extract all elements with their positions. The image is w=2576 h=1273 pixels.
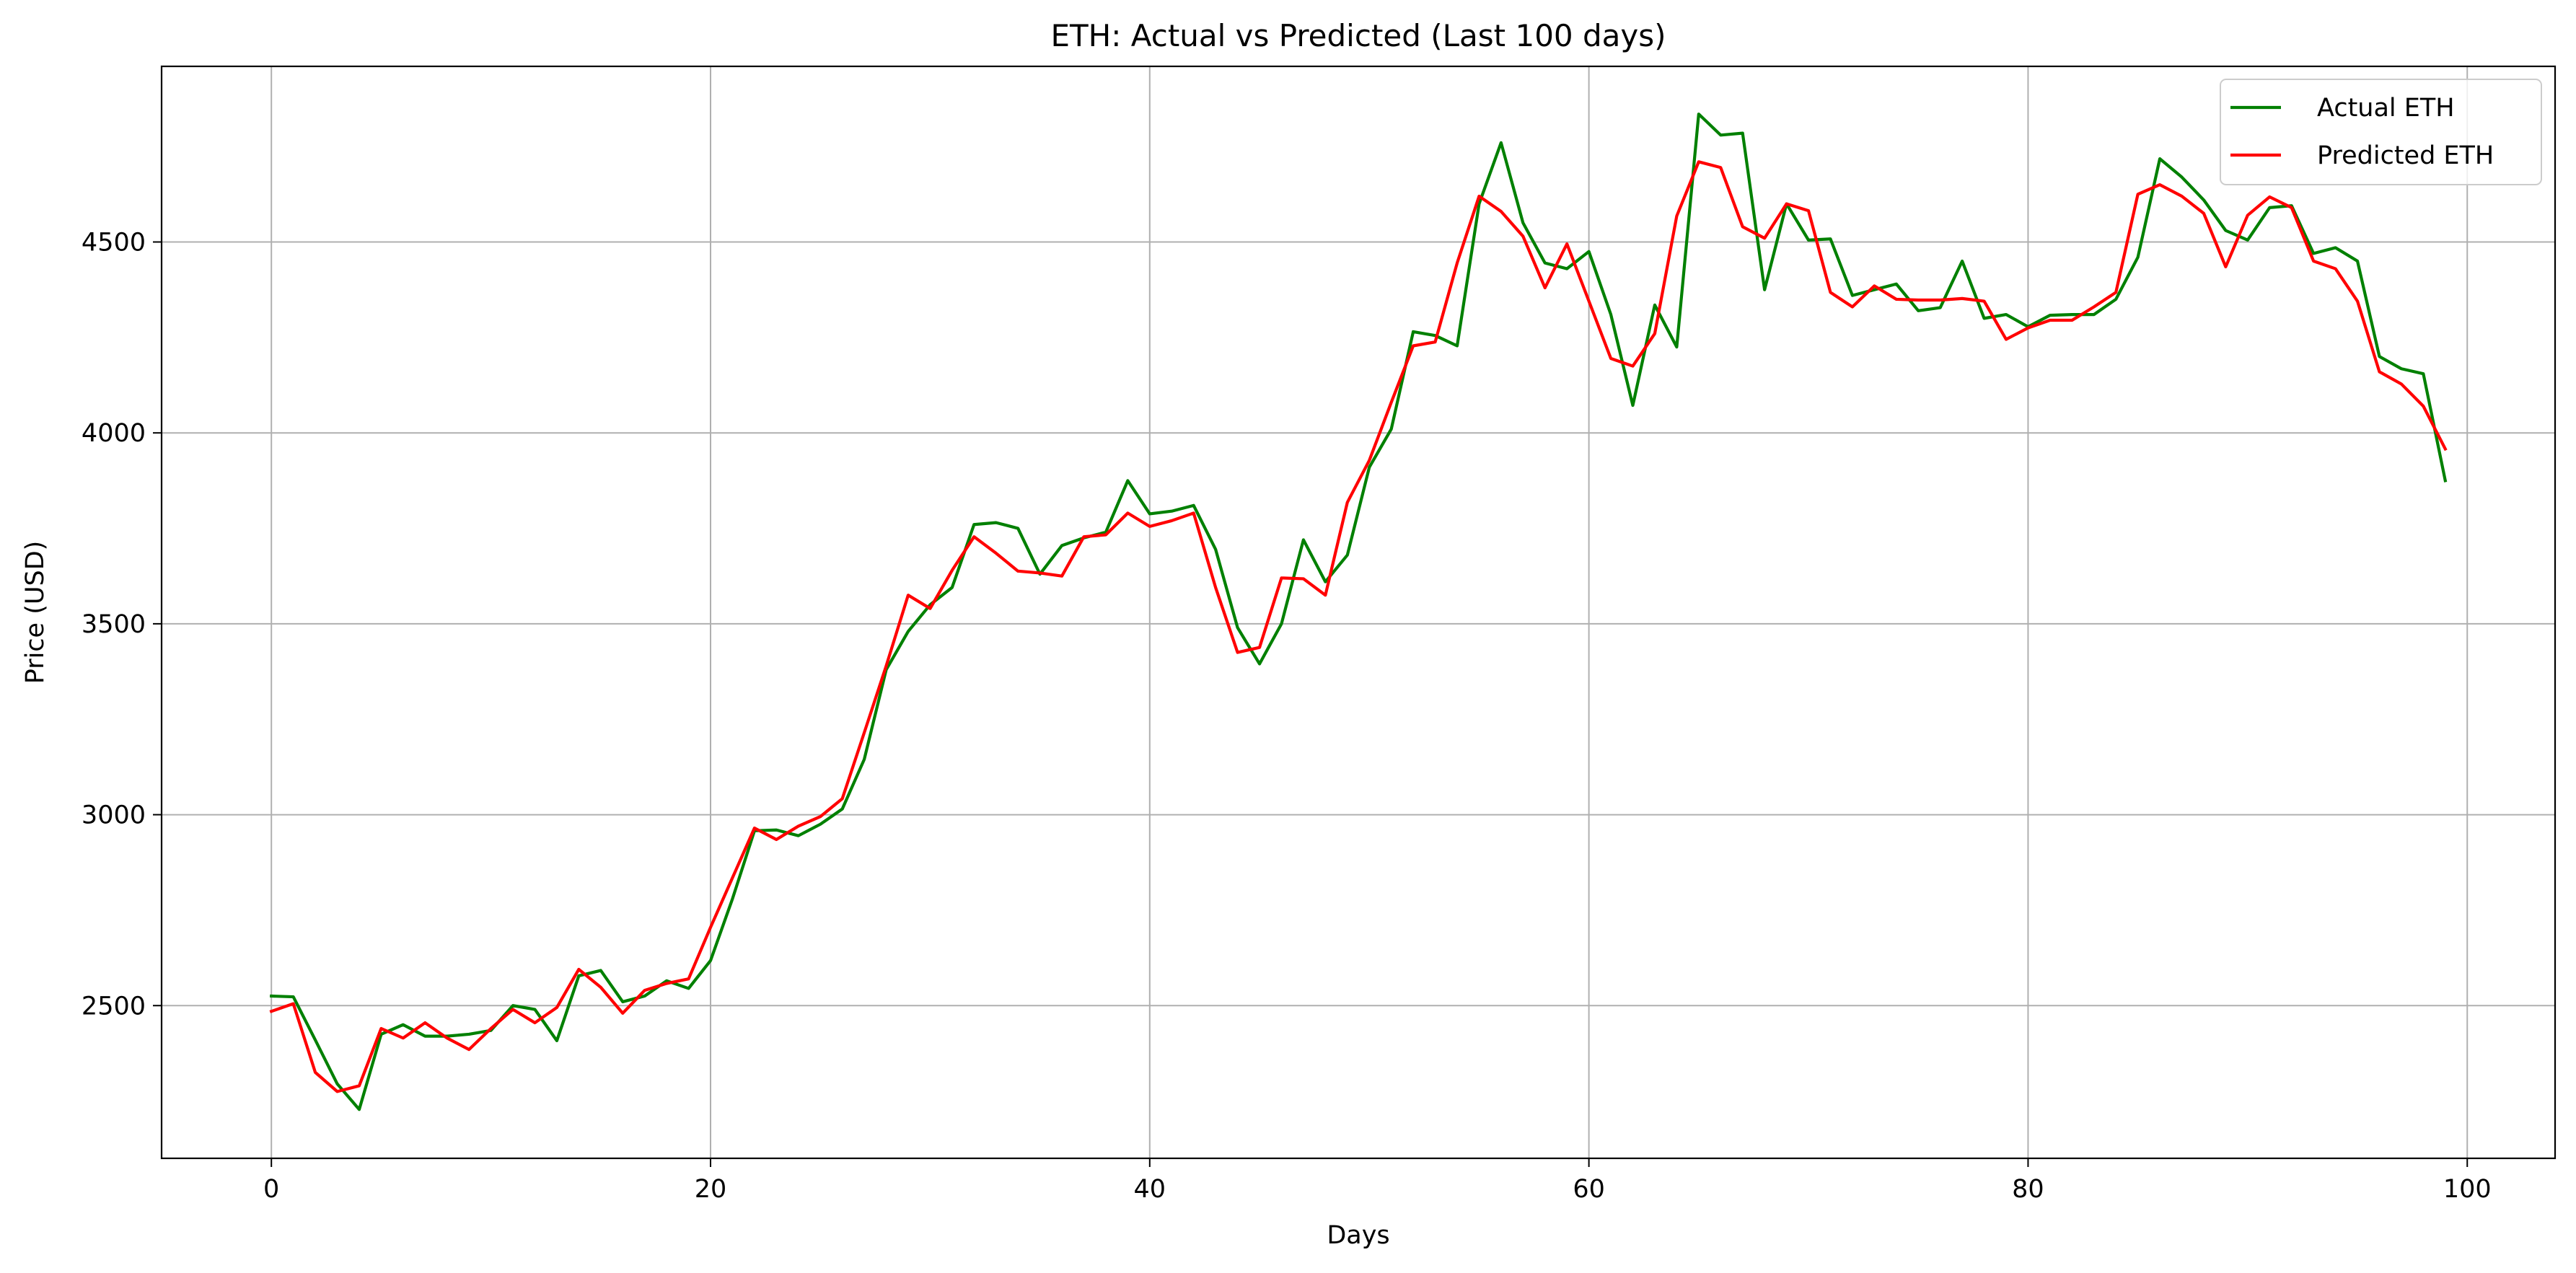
y-tick-label: 4500 xyxy=(82,229,146,257)
x-tick-label: 100 xyxy=(2443,1175,2492,1204)
grid-lines xyxy=(162,66,2555,1158)
y-tick-label: 3000 xyxy=(82,801,146,830)
plot-frame xyxy=(160,65,2557,1160)
y-axis-label: Price (USD) xyxy=(21,541,50,684)
y-tick-label: 3500 xyxy=(82,610,146,639)
axis-ticks: 0 20 40 60 80 100 2500 3000 3500 4000 4500 xyxy=(82,229,2492,1204)
y-tick-label: 2500 xyxy=(82,992,146,1021)
chart-title: ETH: Actual vs Predicted (Last 100 days) xyxy=(1050,18,1666,53)
x-axis-label: Days xyxy=(1327,1221,1389,1250)
x-tick-label: 60 xyxy=(1573,1175,1605,1204)
legend: Actual ETH Predicted ETH xyxy=(2220,79,2542,185)
series-lines xyxy=(269,113,2448,1111)
x-tick-label: 80 xyxy=(2012,1175,2044,1204)
x-tick-label: 0 xyxy=(263,1175,279,1204)
legend-label-actual: Actual ETH xyxy=(2317,94,2455,123)
legend-frame xyxy=(2220,79,2542,185)
legend-label-predicted: Predicted ETH xyxy=(2317,141,2494,170)
series-line-predicted xyxy=(269,160,2448,1093)
y-tick-label: 4000 xyxy=(82,419,146,448)
x-tick-label: 40 xyxy=(1134,1175,1166,1204)
x-tick-label: 20 xyxy=(695,1175,727,1204)
